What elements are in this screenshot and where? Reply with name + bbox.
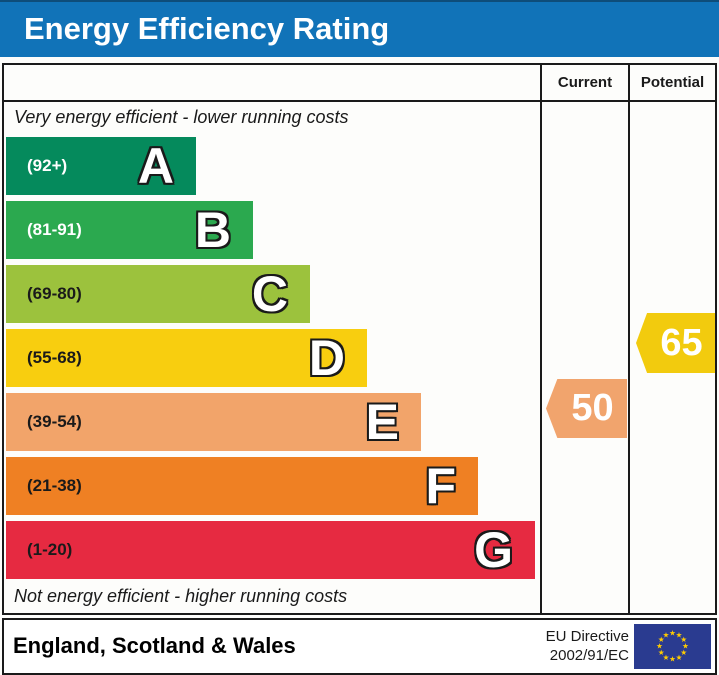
eu-star-icon: ★ [663, 653, 670, 662]
band-b-letter: B [194, 202, 231, 258]
eu-star-icon: ★ [658, 635, 665, 644]
eu-directive-line2: 2002/91/EC [549, 647, 629, 664]
eu-directive-label: EU Directive 2002/91/EC [546, 627, 629, 665]
band-g-letter: G [474, 522, 513, 578]
eu-star-icon: ★ [663, 630, 670, 639]
current-column-divider [540, 63, 542, 615]
eu-star-icon: ★ [676, 630, 683, 639]
potential-column-divider [628, 63, 630, 615]
eu-star-icon: ★ [656, 642, 663, 651]
bottom-note: Not energy efficient - higher running co… [14, 586, 348, 606]
eu-star-icon: ★ [669, 655, 676, 664]
band-c-letter: C [251, 266, 288, 322]
eu-star-icon: ★ [682, 642, 689, 651]
band-a-letter: A [137, 138, 174, 194]
title-bar: Energy Efficiency Rating [0, 0, 719, 57]
current-rating-arrow: 50 [546, 379, 627, 438]
eu-star-icon: ★ [669, 629, 676, 638]
band-a: (92+) A [6, 137, 196, 195]
band-d: (55-68) D [6, 329, 367, 387]
band-e: (39-54) E [6, 393, 421, 451]
band-d-letter: D [308, 330, 345, 386]
eu-star-icon: ★ [680, 635, 687, 644]
chart-frame [2, 63, 717, 615]
band-c-range-label: (69-80) [27, 284, 82, 303]
current-rating-value: 50 [571, 387, 614, 429]
band-g: (1-20) G [6, 521, 535, 579]
band-f-letter: F [425, 458, 456, 514]
band-b-range-label: (81-91) [27, 220, 82, 239]
region-label: England, Scotland & Wales [13, 633, 296, 658]
footer: England, Scotland & Wales EU Directive 2… [2, 618, 717, 675]
eu-directive-line1: EU Directive [545, 628, 629, 645]
band-a-range-label: (92+) [27, 156, 68, 175]
header-row-divider [2, 100, 717, 102]
eu-star-icon: ★ [676, 653, 683, 662]
eu-star-icon: ★ [658, 648, 665, 657]
band-g-range-label: (1-20) [27, 540, 73, 559]
potential-rating-arrow: 65 [636, 313, 715, 373]
band-b: (81-91) B [6, 201, 253, 259]
eu-flag-icon: ★ ★ ★ ★ ★ ★ ★ ★ ★ ★ ★ ★ [634, 624, 711, 669]
band-c: (69-80) C [6, 265, 310, 323]
band-d-range-label: (55-68) [27, 348, 82, 367]
potential-rating-value: 65 [660, 321, 703, 364]
top-note: Very energy efficient - lower running co… [14, 107, 349, 127]
band-f: (21-38) F [6, 457, 478, 515]
eu-star-icon: ★ [680, 648, 687, 657]
potential-column-header: Potential [640, 74, 705, 91]
band-e-range-label: (39-54) [27, 412, 82, 431]
current-column-header: Current [557, 74, 613, 91]
band-e-letter: E [365, 394, 399, 450]
page-title: Energy Efficiency Rating [24, 11, 390, 46]
band-f-range-label: (21-38) [27, 476, 82, 495]
